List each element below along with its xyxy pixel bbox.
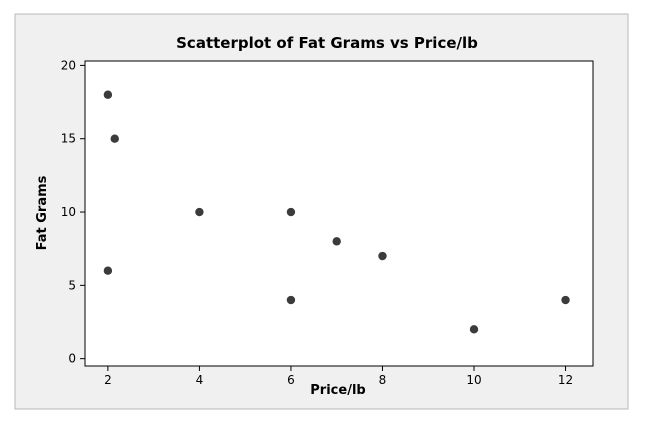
x-tick-label: 4 bbox=[196, 373, 204, 387]
chart-title: Scatterplot of Fat Grams vs Price/lb bbox=[176, 34, 478, 52]
x-tick-label: 6 bbox=[287, 373, 295, 387]
y-axis: 0 5 10 15 20 bbox=[61, 58, 85, 366]
y-tick-label: 5 bbox=[68, 278, 76, 292]
data-point bbox=[103, 266, 113, 275]
data-point bbox=[332, 237, 341, 246]
x-axis: 2 4 6 8 10 12 bbox=[104, 366, 573, 387]
data-point bbox=[378, 251, 387, 261]
data-point bbox=[110, 134, 119, 143]
data-point bbox=[469, 325, 479, 334]
data-point bbox=[195, 207, 204, 217]
y-tick-label: 20 bbox=[61, 58, 76, 72]
x-axis-title: Price/lb bbox=[310, 383, 365, 398]
data-point bbox=[286, 295, 296, 305]
y-tick-label: 15 bbox=[61, 132, 76, 146]
y-tick-label: 10 bbox=[61, 205, 76, 219]
data-points bbox=[103, 90, 570, 334]
y-axis-title: Fat Grams bbox=[35, 175, 50, 250]
x-tick-label: 2 bbox=[104, 373, 112, 387]
data-point bbox=[286, 207, 296, 217]
x-tick-label: 10 bbox=[466, 373, 481, 387]
x-tick-label: 8 bbox=[379, 373, 387, 387]
data-point bbox=[561, 295, 570, 305]
plot-area bbox=[84, 60, 594, 367]
x-tick-label: 12 bbox=[558, 373, 573, 387]
data-point bbox=[103, 90, 113, 99]
y-tick-label: 0 bbox=[68, 352, 76, 366]
